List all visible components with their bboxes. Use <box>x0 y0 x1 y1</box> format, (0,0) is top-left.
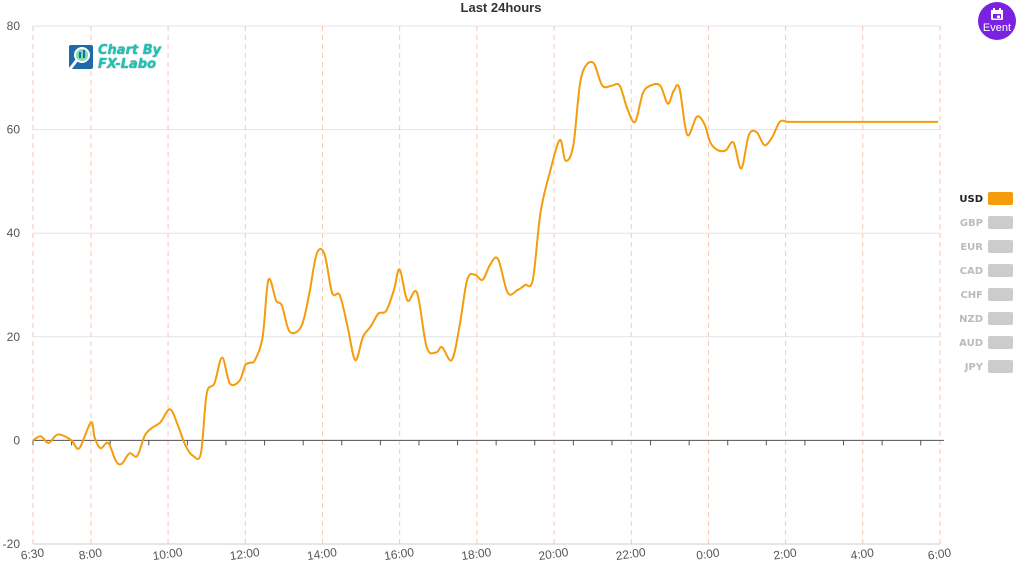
legend-label: GBP <box>960 218 983 229</box>
event-button-label: Event <box>982 22 1012 34</box>
legend-item-gbp[interactable]: GBP <box>960 216 1013 229</box>
x-tick-label: 6:00 <box>927 545 952 562</box>
legend-swatch <box>988 312 1013 325</box>
legend-item-chf[interactable]: CHF <box>960 288 1013 301</box>
x-tick-label: 0:00 <box>695 545 720 562</box>
x-axis: 6:30 8:00 10:00 12:00 14:00 16:00 18:00 20:00 22… <box>20 545 952 563</box>
legend-label: AUD <box>959 338 983 349</box>
x-tick-label: 20:00 <box>538 545 570 563</box>
y-tick-label: 60 <box>7 123 21 137</box>
x-tick-label: 8:00 <box>78 545 103 562</box>
grid <box>32 25 944 545</box>
legend-label: NZD <box>959 314 983 325</box>
legend-swatch <box>988 264 1013 277</box>
legend-swatch <box>988 216 1013 229</box>
legend-label: CHF <box>960 290 983 301</box>
legend-swatch <box>988 360 1013 373</box>
x-tick-label: 16:00 <box>383 545 415 563</box>
legend-item-cad[interactable]: CAD <box>960 264 1013 277</box>
x-tick-label: 6:30 <box>20 545 45 562</box>
y-tick-label: -20 <box>3 537 21 551</box>
event-button[interactable]: Event <box>978 2 1016 40</box>
legend-label: JPY <box>964 362 984 373</box>
y-tick-label: 20 <box>7 330 21 344</box>
y-tick-label: 80 <box>7 19 21 33</box>
usd-series-line <box>32 60 939 466</box>
y-tick-label: 40 <box>7 226 21 240</box>
legend-item-aud[interactable]: AUD <box>959 336 1013 349</box>
x-tick-label: 14:00 <box>306 545 338 563</box>
y-tick-label: 0 <box>13 433 20 447</box>
legend-swatch <box>988 288 1013 301</box>
y-axis: -20 0 20 40 60 80 <box>3 19 21 551</box>
x-tick-label: 22:00 <box>615 545 647 563</box>
legend-label: EUR <box>960 242 983 253</box>
x-tick-label: 12:00 <box>229 545 261 563</box>
fx-labo-logo: Chart By FX-Labo <box>68 44 168 74</box>
legend-swatch <box>988 336 1013 349</box>
chart-magnifier-icon <box>68 45 93 70</box>
legend-item-eur[interactable]: EUR <box>960 240 1013 253</box>
legend-swatch <box>988 240 1013 253</box>
logo-text-line1: Chart By <box>98 43 162 58</box>
legend-item-jpy[interactable]: JPY <box>964 360 1013 373</box>
legend: USD GBP EUR CAD CHF NZD AUD JPY <box>959 192 1013 373</box>
legend-item-nzd[interactable]: NZD <box>959 312 1013 325</box>
x-tick-label: 2:00 <box>773 545 798 562</box>
legend-label: USD <box>959 194 983 205</box>
calendar-icon <box>991 8 1003 20</box>
legend-label: CAD <box>960 266 983 277</box>
chart-title: Last 24hours <box>461 0 542 15</box>
legend-item-usd[interactable]: USD <box>959 192 1013 205</box>
legend-swatch <box>988 192 1013 205</box>
x-tick-label: 10:00 <box>152 545 184 563</box>
x-tick-label: 18:00 <box>460 545 492 563</box>
x-tick-label: 4:00 <box>850 545 875 562</box>
logo-text-line2: FX-Labo <box>98 57 157 72</box>
